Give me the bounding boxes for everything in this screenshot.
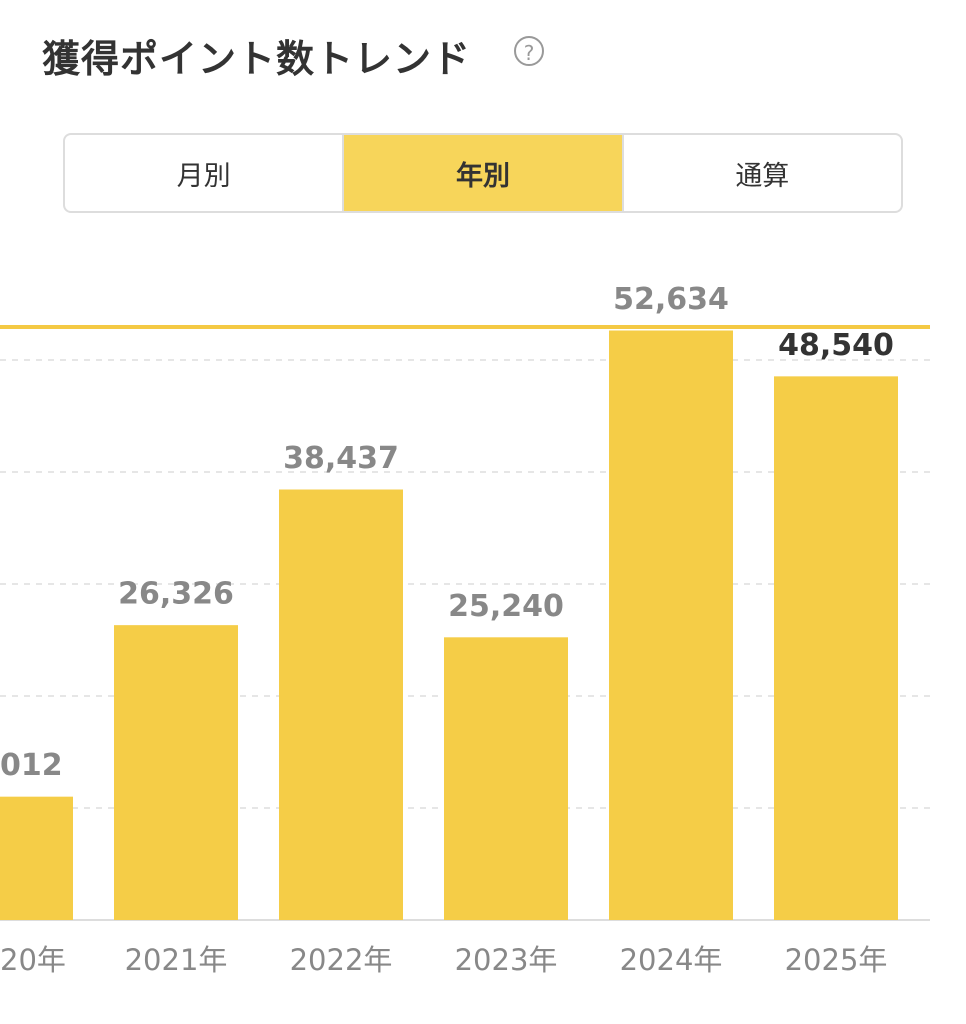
bar (609, 330, 733, 920)
tab[interactable]: 通算 (735, 160, 790, 192)
x-tick-label: 2024年 (620, 943, 723, 977)
x-tick-label: 2023年 (455, 943, 558, 977)
x-tick-label: 20年 (0, 943, 66, 977)
bar (279, 489, 403, 920)
value-label: 38,437 (283, 441, 399, 476)
tab[interactable]: 月別 (65, 135, 345, 211)
x-tick-label: 2025年 (785, 943, 888, 977)
help-icon[interactable]: ? (514, 36, 544, 66)
x-tick-label: 2022年 (290, 943, 393, 977)
value-label: 25,240 (448, 589, 564, 624)
bar (444, 637, 568, 920)
bar (114, 625, 238, 920)
bar (0, 796, 73, 920)
value-label: 48,540 (778, 328, 894, 363)
tab[interactable]: 年別 (344, 135, 624, 211)
title: 獲得ポイント数トレンド (42, 37, 472, 81)
tabs: 月別 年別 通算 (63, 133, 903, 213)
value-label: 26,326 (118, 577, 234, 612)
x-tick-label: 2021年 (125, 943, 228, 977)
bar (774, 376, 898, 920)
value-label: 52,634 (613, 282, 729, 317)
value-label: 012 (0, 748, 63, 783)
